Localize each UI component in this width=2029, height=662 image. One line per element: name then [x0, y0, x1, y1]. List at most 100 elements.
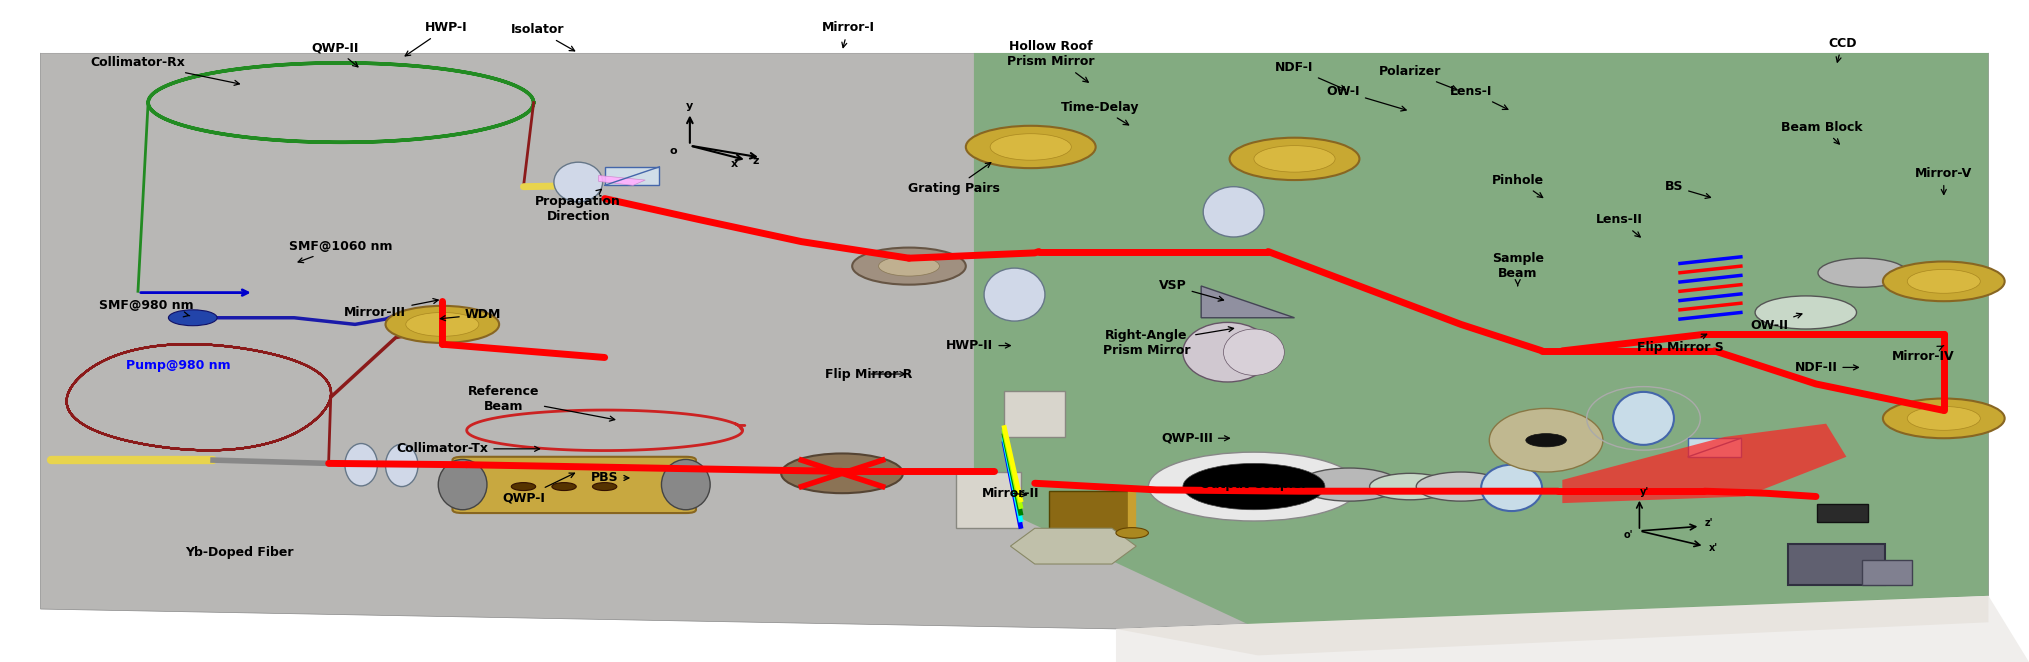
- Ellipse shape: [990, 134, 1071, 160]
- Text: Mirror-II: Mirror-II: [982, 487, 1039, 500]
- Ellipse shape: [1755, 296, 1857, 329]
- Text: Flip Mirror S: Flip Mirror S: [1637, 334, 1723, 354]
- Ellipse shape: [1223, 329, 1284, 375]
- Ellipse shape: [1613, 392, 1674, 445]
- Ellipse shape: [1183, 322, 1272, 382]
- Text: QWP-III: QWP-III: [1161, 432, 1230, 445]
- Text: NDF-II: NDF-II: [1794, 361, 1859, 374]
- Ellipse shape: [406, 312, 479, 336]
- Ellipse shape: [661, 459, 710, 510]
- Text: QWP-II: QWP-II: [310, 41, 359, 67]
- Ellipse shape: [1883, 261, 2005, 301]
- Ellipse shape: [879, 256, 939, 276]
- Ellipse shape: [984, 268, 1045, 321]
- Text: VSP: VSP: [1159, 279, 1223, 301]
- Bar: [1788, 544, 1885, 585]
- Polygon shape: [41, 53, 1988, 629]
- Text: x': x': [1708, 543, 1717, 553]
- Text: o': o': [1623, 530, 1633, 540]
- Ellipse shape: [1818, 258, 1907, 287]
- Ellipse shape: [781, 453, 903, 493]
- Ellipse shape: [386, 444, 418, 487]
- Text: Right-Angle
Prism Mirror: Right-Angle Prism Mirror: [1102, 327, 1234, 357]
- Text: Mirror-I: Mirror-I: [822, 21, 874, 48]
- Text: SMF@980 nm: SMF@980 nm: [99, 299, 193, 317]
- Text: NDF-I: NDF-I: [1276, 61, 1345, 90]
- Ellipse shape: [1883, 399, 2005, 438]
- Text: WDM: WDM: [440, 308, 501, 321]
- Polygon shape: [974, 53, 1988, 629]
- Text: BS: BS: [1664, 180, 1710, 199]
- Ellipse shape: [1416, 472, 1506, 501]
- Ellipse shape: [1907, 269, 1980, 293]
- Text: Flip Mirror R: Flip Mirror R: [824, 367, 913, 381]
- Text: PBS: PBS: [590, 471, 629, 485]
- Ellipse shape: [1907, 406, 1980, 430]
- Ellipse shape: [1481, 465, 1542, 511]
- Ellipse shape: [1116, 528, 1148, 538]
- Ellipse shape: [511, 483, 536, 491]
- Text: o: o: [670, 146, 678, 156]
- Text: Mirror-IV: Mirror-IV: [1893, 346, 1954, 363]
- Text: SMF@1060 nm: SMF@1060 nm: [288, 240, 394, 263]
- Ellipse shape: [852, 248, 966, 285]
- Text: QWP-I: QWP-I: [501, 473, 574, 504]
- Text: Hollow Roof
Prism Mirror: Hollow Roof Prism Mirror: [1006, 40, 1096, 82]
- Text: CCD: CCD: [1828, 36, 1857, 62]
- Polygon shape: [1688, 438, 1741, 457]
- Text: Sample
Beam: Sample Beam: [1491, 252, 1544, 286]
- Text: Pinhole: Pinhole: [1491, 173, 1544, 197]
- Ellipse shape: [552, 483, 576, 491]
- Ellipse shape: [168, 310, 217, 326]
- Bar: [1004, 391, 1065, 437]
- Polygon shape: [599, 175, 645, 185]
- Ellipse shape: [1370, 473, 1451, 500]
- Text: Isolator: Isolator: [511, 23, 574, 51]
- Text: HWP-II: HWP-II: [946, 339, 1010, 352]
- Ellipse shape: [966, 126, 1096, 168]
- Polygon shape: [0, 0, 2029, 53]
- Text: Beam Block: Beam Block: [1781, 120, 1863, 144]
- Text: Collimator-Tx: Collimator-Tx: [396, 442, 540, 455]
- Polygon shape: [1116, 596, 1988, 655]
- Text: OW-I: OW-I: [1327, 85, 1406, 111]
- Bar: [1049, 491, 1134, 536]
- Ellipse shape: [1299, 468, 1400, 501]
- FancyBboxPatch shape: [452, 457, 696, 513]
- Ellipse shape: [386, 306, 499, 343]
- Text: Mirror-V: Mirror-V: [1915, 167, 1972, 195]
- Text: Lens-II: Lens-II: [1595, 213, 1643, 237]
- Bar: [1818, 504, 1869, 522]
- Text: x: x: [730, 159, 739, 169]
- Ellipse shape: [1183, 463, 1325, 510]
- Text: Time-Delay: Time-Delay: [1061, 101, 1138, 125]
- Bar: [1863, 560, 1913, 585]
- Text: Mirror-III: Mirror-III: [345, 299, 438, 319]
- Text: z': z': [1704, 518, 1712, 528]
- Ellipse shape: [345, 444, 377, 486]
- Ellipse shape: [1203, 187, 1264, 237]
- Ellipse shape: [1254, 146, 1335, 172]
- Text: z: z: [753, 156, 759, 166]
- Polygon shape: [1201, 286, 1295, 318]
- Text: OW-II: OW-II: [1751, 313, 1802, 332]
- Bar: [956, 471, 1021, 528]
- Text: Collimator-Rx: Collimator-Rx: [91, 56, 239, 85]
- Polygon shape: [1010, 528, 1136, 564]
- Text: y': y': [1639, 487, 1650, 497]
- Polygon shape: [1116, 596, 2029, 662]
- Text: Output Coupler: Output Coupler: [1201, 478, 1307, 491]
- Text: Pump@980 nm: Pump@980 nm: [126, 359, 231, 372]
- Text: HWP-I: HWP-I: [406, 21, 469, 56]
- Ellipse shape: [1230, 138, 1359, 180]
- Ellipse shape: [1489, 408, 1603, 472]
- Text: Lens-I: Lens-I: [1451, 85, 1508, 109]
- Text: Propagation
Direction: Propagation Direction: [536, 189, 621, 222]
- Ellipse shape: [438, 459, 487, 510]
- Polygon shape: [1562, 424, 1846, 503]
- Text: Yb-Doped Fiber: Yb-Doped Fiber: [185, 546, 294, 559]
- Ellipse shape: [554, 162, 603, 202]
- Text: Grating Pairs: Grating Pairs: [907, 163, 1000, 195]
- Ellipse shape: [592, 483, 617, 491]
- Text: Reference
Beam: Reference Beam: [467, 385, 615, 421]
